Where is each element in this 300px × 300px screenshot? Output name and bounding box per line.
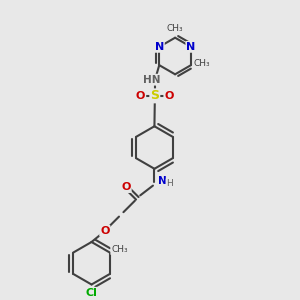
Text: O: O (136, 91, 145, 101)
Text: CH₃: CH₃ (167, 24, 183, 33)
Text: N: N (158, 176, 167, 187)
Text: O: O (122, 182, 131, 192)
Text: CH₃: CH₃ (194, 59, 211, 68)
Text: N: N (186, 42, 196, 52)
Text: O: O (164, 91, 174, 101)
Text: O: O (100, 226, 110, 236)
Text: HN: HN (142, 75, 160, 85)
Text: CH₃: CH₃ (111, 245, 128, 254)
Text: S: S (150, 89, 159, 102)
Text: Cl: Cl (85, 288, 98, 298)
Text: N: N (154, 42, 164, 52)
Text: H: H (167, 179, 173, 188)
